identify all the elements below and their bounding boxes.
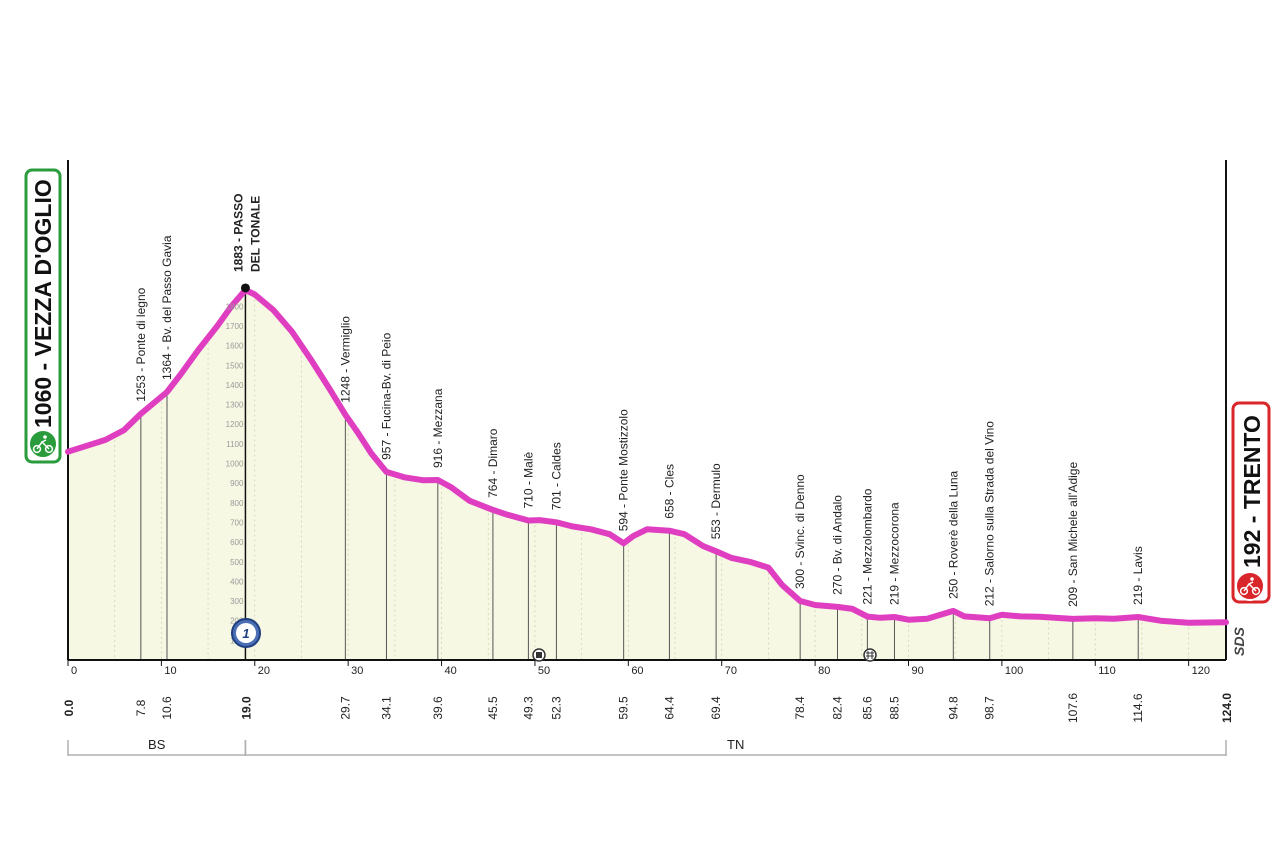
- waypoint-km-label: 94.8: [946, 696, 960, 720]
- finish-label: 192 - TRENTO: [1239, 415, 1265, 568]
- altitude-scale-tick: 500: [230, 558, 244, 567]
- waypoint-km-label: 49.3: [521, 696, 535, 720]
- altitude-scale-tick: 800: [230, 499, 244, 508]
- x-tick-label: 70: [725, 665, 737, 677]
- x-tick-label: 10: [164, 665, 176, 677]
- altitude-scale-tick: 1400: [226, 381, 244, 390]
- waypoint-label: 1253 - Ponte di legno: [134, 287, 148, 401]
- start-cyclist-icon: [28, 429, 58, 459]
- start-km-label: 0.0: [62, 699, 76, 716]
- waypoint-km-label: 78.4: [793, 696, 807, 720]
- waypoint-km-label: 52.3: [549, 696, 563, 720]
- summit-label-line1: 1883 - PASSO: [231, 194, 245, 272]
- waypoint-label: 219 - Lavis: [1131, 546, 1145, 605]
- x-tick-label: 30: [351, 665, 363, 677]
- altitude-scale-tick: 1300: [226, 401, 244, 410]
- start-badge: 1060 - VEZZA D'OGLIO: [24, 168, 62, 464]
- waypoint-label: 916 - Mezzana: [431, 388, 445, 468]
- kom-category-label: 1: [242, 626, 249, 641]
- x-tick-label: 100: [1005, 665, 1023, 677]
- waypoint-label: 250 - Roverè della Luna: [946, 470, 960, 598]
- waypoint-km-label: 88.5: [887, 696, 901, 720]
- region-label: TN: [727, 737, 744, 752]
- waypoint-label: 219 - Mezzocorona: [887, 502, 901, 605]
- start-label: 1060 - VEZZA D'OGLIO: [30, 179, 56, 428]
- waypoint-label: 710 - Malè: [521, 451, 535, 508]
- waypoint-label: 212 - Salorno sulla Strada del Vino: [983, 421, 997, 607]
- waypoint-label: 701 - Caldes: [549, 442, 563, 510]
- waypoint-km-label: 39.6: [431, 696, 445, 720]
- waypoint-km-label: 107.6: [1066, 693, 1080, 723]
- feed-zone-icon: [532, 648, 546, 662]
- waypoint-km-label: 69.4: [709, 696, 723, 720]
- altitude-scale-tick: 1200: [226, 420, 244, 429]
- x-tick-label: 80: [818, 665, 830, 677]
- waypoint-label: 1364 - Bv. del Passo Gavia: [160, 235, 174, 380]
- altitude-scale-tick: 900: [230, 479, 244, 488]
- waypoint-label: 658 - Cles: [662, 464, 676, 519]
- waypoint-km-label: 82.4: [831, 696, 845, 720]
- waypoint-km-label: 85.6: [860, 696, 874, 720]
- waypoint-km-label: 29.7: [338, 696, 352, 720]
- sponsor-logo: SDS: [1231, 627, 1247, 656]
- waypoint-km-label: 114.6: [1131, 693, 1145, 722]
- kom-category-badge: 1: [231, 618, 261, 648]
- x-tick-label: 60: [631, 665, 643, 677]
- altitude-scale-tick: 300: [230, 597, 244, 606]
- x-tick-label: 90: [911, 665, 923, 677]
- x-tick-label: 50: [538, 665, 550, 677]
- waypoint-label: 553 - Dermulo: [709, 463, 723, 539]
- waypoint-label: 300 - Svinc. di Denno: [793, 474, 807, 589]
- waypoint-label: 957 - Fucina-Bv. di Peio: [379, 332, 393, 459]
- altitude-scale-tick: 1500: [226, 361, 244, 370]
- summit-marker: [240, 283, 250, 293]
- altitude-scale-tick: 1000: [226, 460, 244, 469]
- x-tick-label: 0: [71, 665, 77, 677]
- waypoint-label: 221 - Mezzolombardo: [860, 488, 874, 604]
- waypoint-label: 270 - Bv. di Andalo: [831, 495, 845, 595]
- altitude-scale-tick: 400: [230, 577, 244, 586]
- profile-area: [68, 290, 1226, 660]
- waypoint-label: 594 - Ponte Mostizzolo: [617, 409, 631, 531]
- waypoint-label: 1248 - Vermiglio: [338, 316, 352, 403]
- x-tick-label: 20: [258, 665, 270, 677]
- intermediate-sprint-icon: [863, 648, 877, 662]
- altitude-scale-tick: 1700: [226, 322, 244, 331]
- waypoint-km-label: 59.5: [617, 696, 631, 720]
- waypoint-km-label: 7.8: [134, 699, 148, 716]
- summit-km-label: 19.0: [239, 696, 253, 720]
- x-tick-label: 40: [445, 665, 457, 677]
- waypoint-km-label: 98.7: [983, 696, 997, 720]
- finish-km-label: 124.0: [1220, 693, 1234, 723]
- summit-label-line2: DEL TONALE: [248, 196, 262, 272]
- waypoint-km-label: 45.5: [486, 696, 500, 720]
- waypoint-label: 764 - Dimaro: [486, 428, 500, 498]
- waypoint-km-label: 10.6: [160, 696, 174, 720]
- region-label: BS: [148, 737, 166, 752]
- altitude-scale-tick: 1600: [226, 342, 244, 351]
- altitude-scale-tick: 700: [230, 518, 244, 527]
- finish-badge: 192 - TRENTO: [1231, 401, 1271, 604]
- waypoint-km-label: 64.4: [662, 696, 676, 720]
- x-tick-label: 120: [1192, 665, 1210, 677]
- x-tick-label: 110: [1098, 665, 1116, 677]
- finish-cyclist-icon: [1235, 571, 1265, 601]
- waypoint-km-label: 34.1: [379, 696, 393, 720]
- altitude-scale-tick: 600: [230, 538, 244, 547]
- altitude-scale-tick: 1800: [226, 302, 244, 311]
- altitude-scale-tick: 1100: [226, 440, 244, 449]
- waypoint-label: 209 - San Michele all'Adige: [1066, 462, 1080, 607]
